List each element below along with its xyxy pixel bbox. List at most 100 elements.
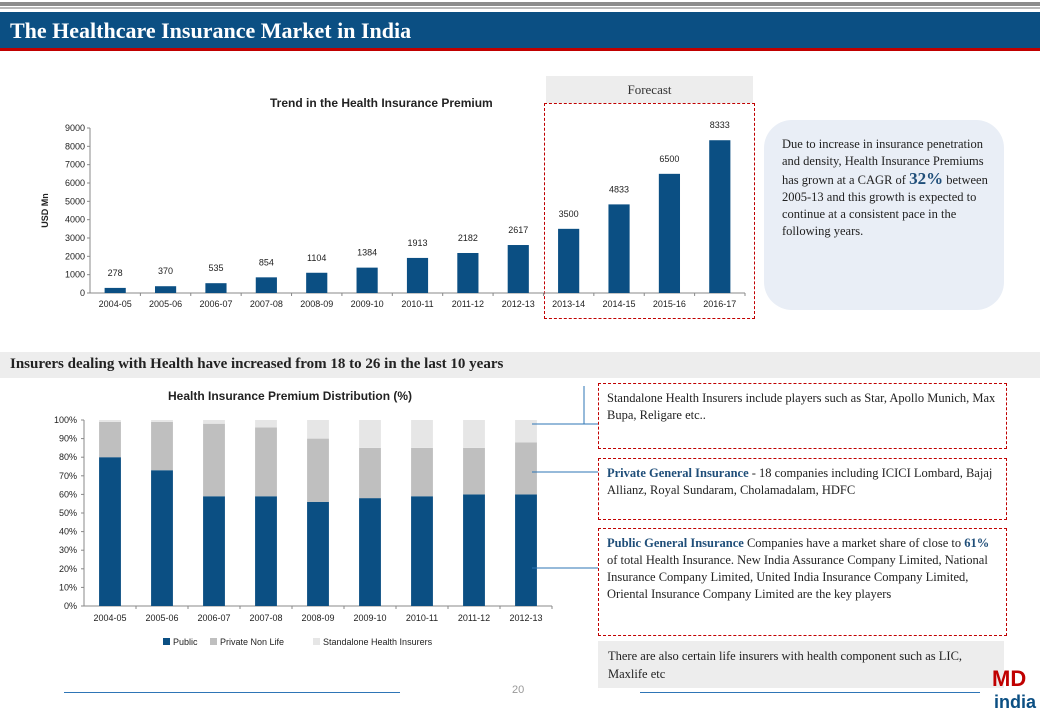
stack-segment-standalone-health-insurers xyxy=(463,420,485,448)
y-tick-label: 50% xyxy=(59,508,77,518)
footer-rule-left xyxy=(64,692,400,693)
y-tick-label: 8000 xyxy=(65,141,85,151)
y-tick-label: 100% xyxy=(54,415,77,425)
y-tick-label: 6000 xyxy=(65,178,85,188)
legend-swatch xyxy=(163,638,170,645)
bar-value-label: 6500 xyxy=(659,154,679,164)
premium-chart-title: Trend in the Health Insurance Premium xyxy=(270,96,493,110)
stack-segment-standalone-health-insurers xyxy=(515,420,537,443)
title-bar: The Healthcare Insurance Market in India xyxy=(0,12,1040,51)
y-tick-label: 60% xyxy=(59,489,77,499)
bar-value-label: 4833 xyxy=(609,184,629,194)
x-tick-label: 2012-13 xyxy=(502,299,535,309)
y-tick-label: 90% xyxy=(59,434,77,444)
x-tick-label: 2007-08 xyxy=(250,299,283,309)
x-tick-label: 2011-12 xyxy=(452,299,484,309)
public-share-value: 61% xyxy=(964,536,990,550)
public-insurers-title: Public General Insurance xyxy=(607,536,744,550)
y-tick-label: 4000 xyxy=(65,215,85,225)
cagr-callout: Due to increase in insurance penetration… xyxy=(764,120,1004,310)
bar xyxy=(306,272,328,293)
x-tick-label: 2015-16 xyxy=(653,299,686,309)
bar xyxy=(709,140,731,293)
cagr-text-after: between 2005-13 and this growth is expec… xyxy=(782,173,988,238)
bar-value-label: 1104 xyxy=(307,253,326,263)
bar-value-label: 1384 xyxy=(357,248,377,258)
bar xyxy=(406,257,429,293)
stack-segment-standalone-health-insurers xyxy=(411,420,433,448)
stack-segment-public xyxy=(255,496,277,606)
y-tick-label: 5000 xyxy=(65,196,85,206)
stack-segment-private-non-life xyxy=(307,438,329,502)
forecast-box xyxy=(544,103,755,319)
x-tick-label: 2004-05 xyxy=(93,613,126,623)
top-rule xyxy=(0,2,1040,6)
bar xyxy=(457,252,479,293)
public-insurers-text-2: of total Health Insurance. New India Ass… xyxy=(607,553,988,601)
stack-segment-private-non-life xyxy=(255,427,277,497)
stack-segment-public xyxy=(203,496,225,606)
bar xyxy=(658,173,681,293)
bar xyxy=(558,228,580,293)
bar-value-label: 8333 xyxy=(710,120,730,130)
md-india-logo: MD india xyxy=(990,662,1038,718)
y-tick-label: 1000 xyxy=(65,270,85,280)
bar xyxy=(608,204,630,293)
private-insurers-title: Private General Insurance xyxy=(607,466,749,480)
page-title: The Healthcare Insurance Market in India xyxy=(10,18,412,43)
bar-value-label: 2617 xyxy=(508,225,528,235)
stack-segment-public xyxy=(463,494,485,606)
connector-lines xyxy=(532,386,598,569)
x-tick-label: 2016-17 xyxy=(703,299,736,309)
bar xyxy=(154,286,177,293)
top-rule-thin xyxy=(0,7,1040,9)
x-tick-label: 2006-07 xyxy=(197,613,230,623)
stack-segment-standalone-health-insurers xyxy=(151,420,173,422)
y-tick-label: 70% xyxy=(59,471,77,481)
y-tick-label: 0 xyxy=(80,288,85,298)
x-tick-label: 2009-10 xyxy=(353,613,386,623)
logo-text-bottom: india xyxy=(994,692,1037,712)
bar-value-label: 370 xyxy=(158,266,173,276)
x-tick-label: 2010-11 xyxy=(406,613,438,623)
cagr-value: 32% xyxy=(909,169,944,188)
legend-label: Standalone Health Insurers xyxy=(323,637,433,647)
x-tick-label: 2005-06 xyxy=(149,299,182,309)
y-tick-label: 0% xyxy=(64,601,77,611)
public-insurers-box: Public General Insurance Companies have … xyxy=(598,528,1007,636)
bar-value-label: 854 xyxy=(259,257,274,267)
standalone-insurers-box: Standalone Health Insurers include playe… xyxy=(598,383,1007,449)
stack-segment-standalone-health-insurers xyxy=(255,420,277,428)
stack-segment-public xyxy=(151,470,173,606)
x-tick-label: 2013-14 xyxy=(552,299,585,309)
y-tick-label: 3000 xyxy=(65,233,85,243)
private-insurers-box: Private General Insurance - 18 companies… xyxy=(598,458,1007,520)
stack-segment-public xyxy=(359,498,381,606)
y-tick-label: 80% xyxy=(59,452,77,462)
legend-label: Private Non Life xyxy=(220,637,284,647)
x-tick-label: 2004-05 xyxy=(99,299,132,309)
x-tick-label: 2014-15 xyxy=(603,299,636,309)
y-tick-label: 40% xyxy=(59,527,77,537)
standalone-insurers-text: Standalone Health Insurers include playe… xyxy=(607,391,996,422)
section-heading-bar: Insurers dealing with Health have increa… xyxy=(0,352,1040,378)
life-insurers-note: There are also certain life insurers wit… xyxy=(598,641,1004,688)
bar xyxy=(205,283,227,293)
y-tick-label: 30% xyxy=(59,545,77,555)
footer-rule-right xyxy=(640,692,980,693)
bar-value-label: 1913 xyxy=(407,238,427,248)
x-tick-label: 2008-09 xyxy=(300,299,333,309)
stack-segment-public xyxy=(99,457,121,606)
stack-segment-standalone-health-insurers xyxy=(99,420,121,422)
y-tick-label: 10% xyxy=(59,582,77,592)
stack-segment-standalone-health-insurers xyxy=(359,420,381,448)
section-heading: Insurers dealing with Health have increa… xyxy=(10,356,504,372)
legend-swatch xyxy=(313,638,320,645)
stack-segment-private-non-life xyxy=(99,421,121,458)
bar xyxy=(507,245,529,293)
x-tick-label: 2011-12 xyxy=(458,613,490,623)
legend-swatch xyxy=(210,638,217,645)
x-tick-label: 2012-13 xyxy=(509,613,542,623)
x-tick-label: 2007-08 xyxy=(249,613,282,623)
x-tick-label: 2005-06 xyxy=(145,613,178,623)
